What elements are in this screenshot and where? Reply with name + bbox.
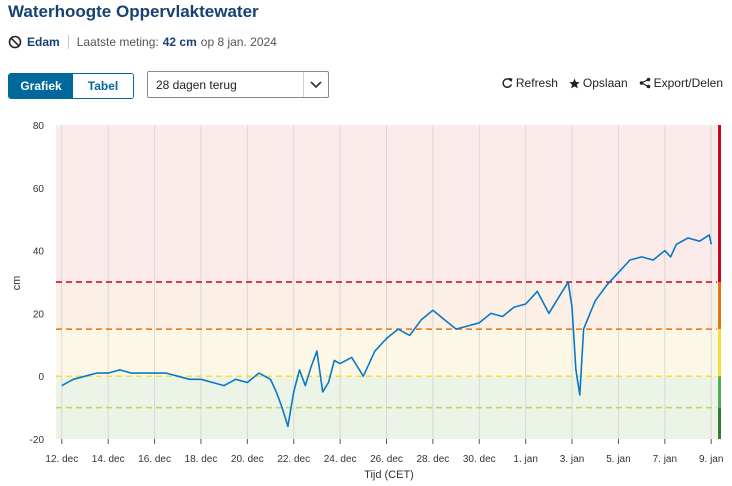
x-axis-label: Tijd (CET)	[364, 469, 414, 481]
refresh-button[interactable]: Refresh	[501, 76, 558, 90]
export-label: Export/Delen	[653, 76, 723, 90]
x-tick-label: 26. dec	[370, 454, 403, 465]
x-tick-label: 24. dec	[324, 454, 357, 465]
x-tick-label: 12. dec	[45, 454, 78, 465]
status-bar-segment	[718, 407, 721, 439]
page-title: Waterhoogte Oppervlaktewater	[8, 2, 259, 21]
measurement-info: Edam Laatste meting: 42 cm op 8 jan. 202…	[8, 33, 277, 51]
period-select[interactable]: 28 dagen terug	[147, 71, 329, 98]
no-entry-pin-icon	[8, 35, 22, 49]
status-bar-segment	[718, 282, 721, 330]
y-tick-label: 20	[33, 309, 45, 320]
x-tick-label: 14. dec	[92, 454, 125, 465]
last-measurement-value: 42 cm	[162, 35, 197, 49]
y-tick-label: 40	[33, 247, 45, 258]
last-measurement-label: Laatste meting:	[76, 35, 159, 49]
x-tick-label: 16. dec	[138, 454, 171, 465]
x-tick-label: 28. dec	[416, 454, 449, 465]
y-tick-label: -20	[30, 435, 45, 446]
water-level-series-line	[61, 234, 712, 428]
refresh-label: Refresh	[515, 76, 558, 90]
chart-actions: Refresh Opslaan Export/Delen	[490, 76, 723, 90]
last-measurement-date: op 8 jan. 2024	[200, 35, 277, 49]
x-tick-label: 5. jan	[606, 454, 630, 465]
y-tick-label: 0	[38, 372, 44, 383]
divider	[67, 35, 69, 49]
tab-tabel[interactable]: Tabel	[73, 74, 133, 98]
status-bar-segment	[718, 125, 721, 282]
view-toggle: Grafiek Tabel	[8, 73, 134, 99]
status-bar-segment	[718, 329, 721, 377]
x-tick-label: 3. jan	[560, 454, 584, 465]
export-button[interactable]: Export/Delen	[639, 76, 723, 90]
x-tick-label: 18. dec	[185, 454, 218, 465]
refresh-icon	[502, 78, 513, 89]
location-name: Edam	[27, 35, 60, 49]
y-tick-label: 80	[33, 121, 45, 132]
x-tick-label: 22. dec	[277, 454, 310, 465]
share-icon	[639, 77, 650, 89]
chevron-down-icon	[303, 72, 328, 97]
save-button[interactable]: Opslaan	[569, 76, 628, 90]
save-label: Opslaan	[582, 76, 628, 90]
x-tick-label: 1. jan	[513, 454, 537, 465]
x-tick-label: 7. jan	[653, 454, 677, 465]
period-select-value: 28 dagen terug	[156, 77, 237, 92]
tab-grafiek[interactable]: Grafiek	[9, 74, 73, 98]
x-tick-label: 20. dec	[231, 454, 264, 465]
x-tick-label: 9. jan	[699, 454, 723, 465]
y-tick-label: 60	[33, 184, 45, 195]
x-tick-label: 30. dec	[463, 454, 496, 465]
status-bar-segment	[718, 376, 721, 408]
y-axis-label: cm	[11, 276, 23, 291]
star-icon	[569, 77, 580, 88]
